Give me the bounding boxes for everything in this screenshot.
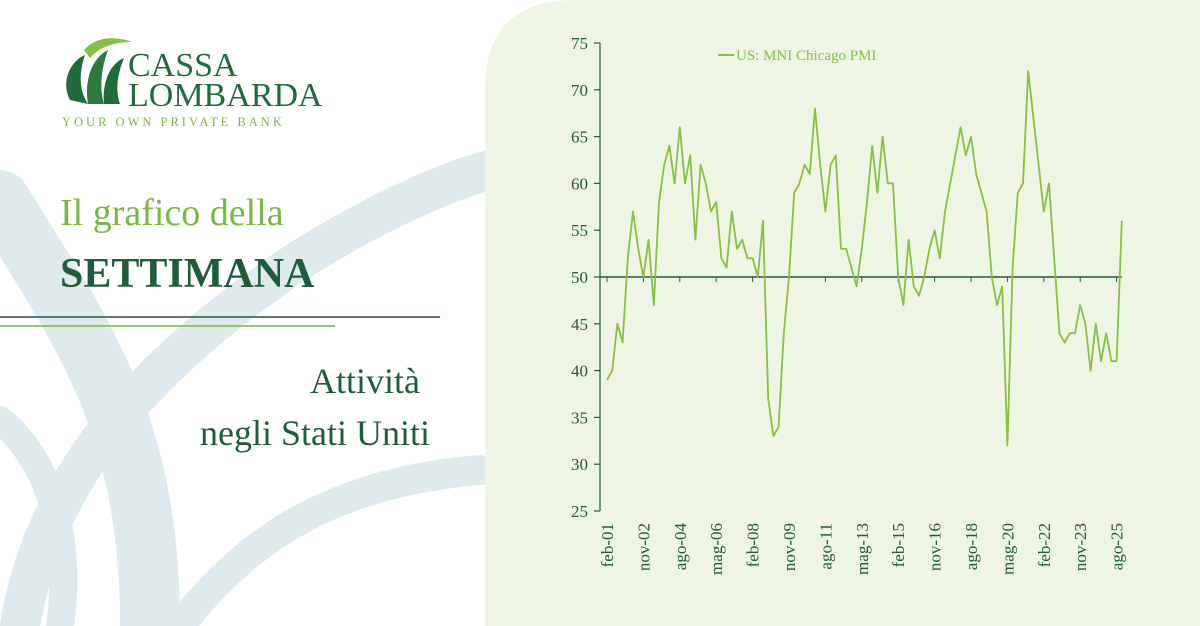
- subtitle: Attività: [310, 361, 420, 401]
- x-tick-label: mag-13: [853, 523, 872, 575]
- y-tick-label: 45: [571, 315, 588, 334]
- brand-tagline: YOUR OWN PRIVATE BANK: [62, 115, 285, 129]
- title: SETTIMANA: [60, 251, 315, 297]
- y-tick-label: 40: [571, 362, 588, 381]
- y-tick-label: 50: [571, 268, 588, 287]
- y-tick-label: 35: [571, 408, 588, 427]
- x-tick-label: ago-18: [962, 523, 981, 570]
- chart: 25 30 35 40 45 50 55 60 65 70 75 feb-01 nov-02 ago-04…: [571, 34, 1127, 575]
- legend-label: US: MNI Chicago PMI: [736, 48, 876, 64]
- x-tick-label: ago-25: [1108, 523, 1127, 570]
- y-tick-label: 30: [571, 455, 588, 474]
- x-tick-label: feb-22: [1035, 523, 1054, 567]
- x-tick-label: ago-04: [671, 523, 690, 571]
- x-tick-label: mag-20: [998, 523, 1017, 575]
- y-tick-label: 70: [571, 81, 588, 100]
- x-tick-label: mag-06: [707, 523, 726, 575]
- chart-panel: [485, 0, 1200, 626]
- subtitle: negli Stati Uniti: [200, 413, 430, 453]
- x-tick-label: feb-08: [744, 523, 763, 567]
- brand-name: LOMBARDA: [128, 77, 323, 114]
- x-tick-label: nov-09: [780, 523, 799, 571]
- x-tick-label: nov-02: [634, 523, 653, 571]
- decoration: [0, 150, 510, 626]
- x-tick-label: feb-15: [889, 523, 908, 567]
- y-tick-label: 25: [571, 502, 588, 521]
- x-tick-label: ago-11: [816, 523, 835, 570]
- x-tick-label: nov-16: [926, 523, 945, 571]
- x-tick-label: feb-01: [598, 523, 617, 567]
- y-tick-label: 60: [571, 174, 588, 193]
- logo-icon: [66, 38, 132, 104]
- y-tick-label: 55: [571, 221, 588, 240]
- title: Il grafico della: [60, 192, 284, 234]
- brand-name: CASSA: [128, 47, 238, 84]
- y-tick-label: 75: [571, 34, 588, 53]
- x-tick-label: nov-23: [1071, 523, 1090, 571]
- y-tick-label: 65: [571, 128, 588, 147]
- series-line: [606, 70, 1123, 447]
